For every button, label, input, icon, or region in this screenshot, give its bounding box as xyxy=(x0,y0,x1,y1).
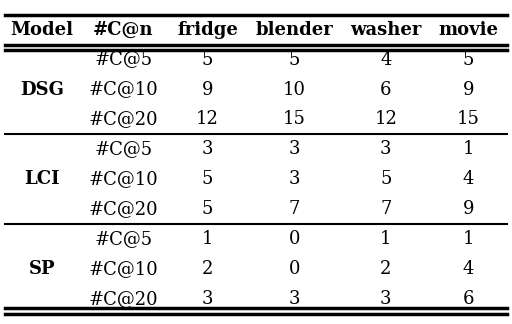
Text: 1: 1 xyxy=(380,230,392,249)
Text: 0: 0 xyxy=(289,260,300,278)
Text: 3: 3 xyxy=(289,170,300,189)
Text: 0: 0 xyxy=(289,230,300,249)
Text: #C@5: #C@5 xyxy=(94,230,153,249)
Text: 4: 4 xyxy=(463,260,474,278)
Text: 9: 9 xyxy=(463,200,474,218)
Text: 1: 1 xyxy=(463,140,474,158)
Text: 6: 6 xyxy=(463,290,474,308)
Text: 5: 5 xyxy=(202,200,213,218)
Text: 12: 12 xyxy=(196,110,219,129)
Text: movie: movie xyxy=(438,20,498,39)
Text: blender: blender xyxy=(255,20,333,39)
Text: 4: 4 xyxy=(380,51,391,69)
Text: #C@10: #C@10 xyxy=(89,170,158,189)
Text: #C@20: #C@20 xyxy=(89,110,158,129)
Text: #C@n: #C@n xyxy=(93,20,154,39)
Text: 10: 10 xyxy=(283,80,306,98)
Text: 3: 3 xyxy=(202,140,214,158)
Text: 5: 5 xyxy=(202,51,213,69)
Text: SP: SP xyxy=(29,260,55,278)
Text: #C@20: #C@20 xyxy=(89,290,158,308)
Text: washer: washer xyxy=(350,20,421,39)
Text: 2: 2 xyxy=(380,260,391,278)
Text: 7: 7 xyxy=(380,200,391,218)
Text: 3: 3 xyxy=(380,140,392,158)
Text: 5: 5 xyxy=(202,170,213,189)
Text: fridge: fridge xyxy=(177,20,238,39)
Text: 9: 9 xyxy=(202,80,214,98)
Text: 15: 15 xyxy=(457,110,480,129)
Text: 15: 15 xyxy=(283,110,306,129)
Text: LCI: LCI xyxy=(25,170,60,189)
Text: 3: 3 xyxy=(289,140,300,158)
Text: 3: 3 xyxy=(202,290,214,308)
Text: 5: 5 xyxy=(380,170,391,189)
Text: 2: 2 xyxy=(202,260,213,278)
Text: 3: 3 xyxy=(380,290,392,308)
Text: 4: 4 xyxy=(463,170,474,189)
Text: #C@10: #C@10 xyxy=(89,260,158,278)
Text: 12: 12 xyxy=(374,110,397,129)
Text: DSG: DSG xyxy=(20,80,64,98)
Text: Model: Model xyxy=(11,20,74,39)
Text: #C@5: #C@5 xyxy=(94,140,153,158)
Text: #C@20: #C@20 xyxy=(89,200,158,218)
Text: 5: 5 xyxy=(463,51,474,69)
Text: #C@10: #C@10 xyxy=(89,80,158,98)
Text: #C@5: #C@5 xyxy=(94,51,153,69)
Text: 5: 5 xyxy=(289,51,300,69)
Text: 3: 3 xyxy=(289,290,300,308)
Text: 9: 9 xyxy=(463,80,474,98)
Text: 1: 1 xyxy=(202,230,214,249)
Text: 1: 1 xyxy=(463,230,474,249)
Text: 6: 6 xyxy=(380,80,392,98)
Text: 7: 7 xyxy=(289,200,300,218)
